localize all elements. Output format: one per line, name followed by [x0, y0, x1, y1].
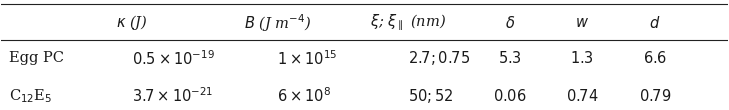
- Text: $2.7; 0.75$: $2.7; 0.75$: [408, 49, 470, 67]
- Text: $3.7 \times 10^{-21}$: $3.7 \times 10^{-21}$: [132, 86, 214, 105]
- Text: $0.74$: $0.74$: [566, 88, 599, 104]
- Text: $\xi$; $\xi_\parallel$ (nm): $\xi$; $\xi_\parallel$ (nm): [370, 13, 446, 33]
- Text: Egg PC: Egg PC: [9, 51, 63, 65]
- Text: $B$ (J m$^{-4}$): $B$ (J m$^{-4}$): [243, 12, 311, 34]
- Text: C$_{12}$E$_5$: C$_{12}$E$_5$: [9, 87, 52, 105]
- Text: $0.06$: $0.06$: [493, 88, 526, 104]
- Text: $6 \times 10^{8}$: $6 \times 10^{8}$: [277, 86, 331, 105]
- Text: $6.6$: $6.6$: [643, 50, 667, 66]
- Text: $\delta$: $\delta$: [504, 15, 515, 31]
- Text: $0.79$: $0.79$: [639, 88, 671, 104]
- Text: $50; 52$: $50; 52$: [408, 87, 453, 105]
- Text: $0.5 \times 10^{-19}$: $0.5 \times 10^{-19}$: [132, 49, 215, 68]
- Text: $w$: $w$: [575, 16, 589, 30]
- Text: $1.3$: $1.3$: [570, 50, 594, 66]
- Text: $5.3$: $5.3$: [498, 50, 522, 66]
- Text: $1 \times 10^{15}$: $1 \times 10^{15}$: [277, 49, 338, 68]
- Text: $\kappa$ (J): $\kappa$ (J): [116, 13, 148, 32]
- Text: $d$: $d$: [650, 15, 660, 31]
